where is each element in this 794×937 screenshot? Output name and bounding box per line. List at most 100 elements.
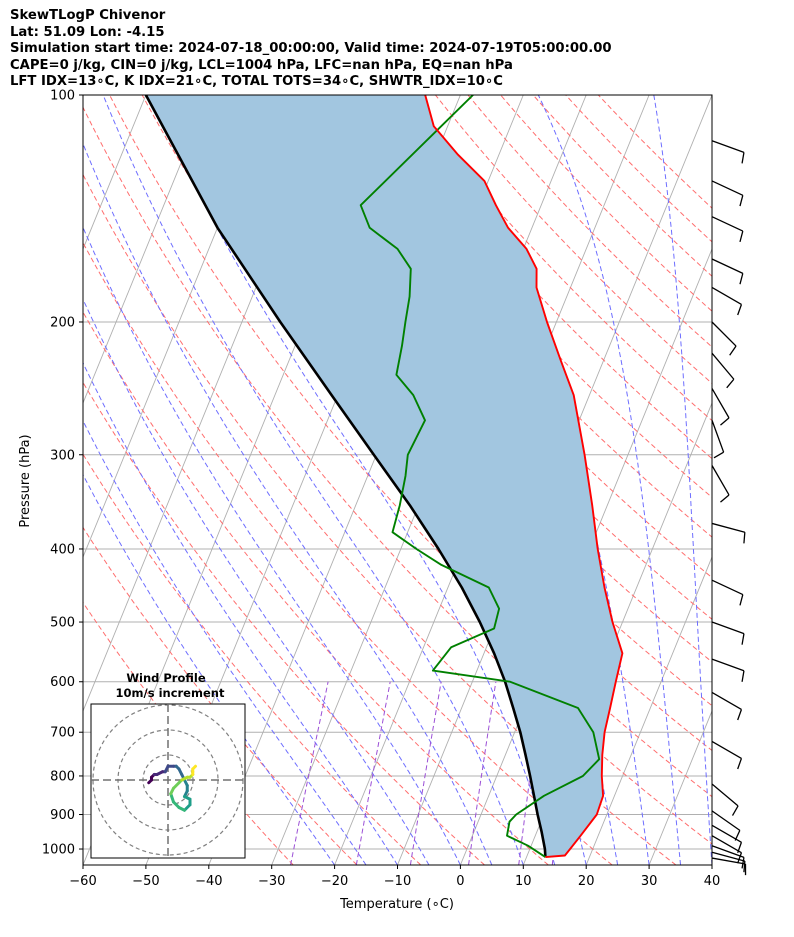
- hodograph-plot: [91, 704, 245, 858]
- mixing-ratio-line: [290, 681, 329, 865]
- moist-adiabat-line: [83, 473, 336, 865]
- y-tick-label: 300: [50, 448, 75, 463]
- dry-adiabat-line: [402, 95, 712, 422]
- wind-barb-staff: [711, 691, 742, 711]
- x-tick-label: −40: [195, 874, 222, 889]
- wind-barb-staff: [711, 465, 730, 496]
- x-tick-label: 0: [456, 874, 464, 889]
- wind-barb-staff: [711, 522, 746, 533]
- x-tick-label: 30: [641, 874, 658, 889]
- wind-barb: [711, 522, 746, 544]
- x-tick-label: 40: [704, 874, 721, 889]
- hodograph-trace-segment: [191, 764, 197, 771]
- wind-barb-flag: [739, 594, 744, 606]
- wind-barb: [711, 286, 743, 316]
- data-layer: [144, 95, 624, 859]
- wind-barb-staff: [711, 180, 744, 196]
- indices-line-2: LFT IDX=13∘C, K IDX=21∘C, TOTAL TOTS=34∘…: [10, 74, 503, 89]
- wind-barb: [711, 621, 745, 645]
- hodograph-title: Wind Profile: [126, 671, 206, 685]
- wind-barb: [711, 810, 741, 841]
- wind-barb: [711, 388, 730, 426]
- y-tick-label: 400: [50, 542, 75, 557]
- wind-barb-flag: [741, 152, 745, 164]
- chart-title: SkewTLogP Chivenor: [10, 8, 166, 23]
- y-tick-label: 200: [50, 315, 75, 330]
- wind-barb-staff: [711, 216, 744, 232]
- wind-barb-staff: [711, 321, 737, 347]
- moist-adiabat-line: [83, 361, 398, 865]
- wind-barb-staff: [711, 621, 745, 635]
- wind-barb: [711, 140, 745, 164]
- moist-adiabat-line: [83, 142, 493, 865]
- wind-barb: [711, 321, 737, 356]
- x-tick-label: 20: [578, 874, 595, 889]
- parcel-profile-line: [144, 95, 547, 858]
- chart-header: SkewTLogP Chivenor Lat: 51.09 Lon: -4.15…: [10, 8, 612, 91]
- axes: −60 −50 −40 −30 −20 −10 0 10 20 30 40 1000 900 800 700…: [42, 89, 720, 890]
- x-tick-label: −20: [321, 874, 348, 889]
- wind-barb-flag: [739, 273, 744, 285]
- isotherm-line: [83, 95, 147, 251]
- wind-barb-flag: [741, 857, 745, 869]
- dry-adiabat-line: [83, 526, 358, 865]
- wind-barb-flag: [734, 830, 741, 841]
- y-tick-label: 1000: [42, 843, 75, 858]
- isotherm-line: [648, 709, 712, 865]
- dry-adiabat-line: [83, 453, 422, 865]
- moist-adiabat-line: [83, 298, 430, 865]
- y-tick-label: 600: [50, 675, 75, 690]
- wind-barb: [711, 465, 730, 503]
- wind-barb-flag: [713, 451, 724, 459]
- wind-barb-flag: [737, 709, 743, 721]
- wind-barb-staff: [711, 824, 742, 843]
- moist-adiabat-line: [83, 419, 367, 865]
- moist-adiabat-line: [83, 226, 461, 865]
- wind-barb-flag: [729, 345, 737, 356]
- wind-barb-flag: [720, 417, 730, 426]
- wind-barb: [711, 420, 725, 459]
- y-axis-label: Pressure (hPa): [18, 434, 33, 527]
- y-tick-label: 800: [50, 769, 75, 784]
- wind-barb-staff: [711, 783, 739, 807]
- wind-barb-flag: [731, 805, 739, 816]
- wind-barb-flag: [737, 758, 743, 770]
- wind-barb: [711, 258, 744, 285]
- wind-barb-flag: [743, 532, 746, 544]
- wind-barb: [711, 579, 744, 606]
- wind-barb-staff: [711, 140, 745, 154]
- moist-adiabat-line: [102, 95, 524, 865]
- dewpoint-line: [359, 95, 601, 858]
- y-tick-label: 500: [50, 616, 75, 631]
- y-tick-label: 100: [50, 89, 75, 104]
- x-tick-label: 10: [515, 874, 532, 889]
- dry-adiabat-line: [83, 173, 677, 865]
- y-tick-label: 700: [50, 726, 75, 741]
- y-tick-label: 900: [50, 808, 75, 823]
- wind-barb-flag: [739, 195, 744, 207]
- wind-barb: [711, 740, 743, 770]
- wind-barb: [711, 216, 744, 243]
- isotherm-line: [83, 95, 84, 97]
- wind-barb-staff: [711, 579, 744, 596]
- wind-barb-flag: [737, 852, 743, 864]
- isotherm-line: [459, 247, 712, 865]
- mixing-ratio-line: [468, 681, 497, 865]
- wind-barb-staff: [711, 258, 744, 274]
- wind-barb-staff: [711, 835, 742, 854]
- cape-shaded-area: [145, 95, 623, 858]
- wind-barb-flag: [737, 842, 743, 854]
- isotherm-line: [83, 95, 210, 405]
- wind-barb-staff: [711, 845, 745, 858]
- wind-barb: [711, 352, 735, 389]
- x-tick-label: −50: [132, 874, 159, 889]
- wind-barb-staff: [711, 388, 730, 419]
- x-tick-label: −60: [69, 874, 96, 889]
- temperature-line: [424, 95, 624, 859]
- wind-barb: [711, 658, 745, 682]
- wind-barb: [711, 824, 743, 854]
- wind-barbs: [711, 140, 747, 876]
- dry-adiabat-line: [83, 381, 485, 865]
- moist-adiabat-line: [731, 95, 744, 865]
